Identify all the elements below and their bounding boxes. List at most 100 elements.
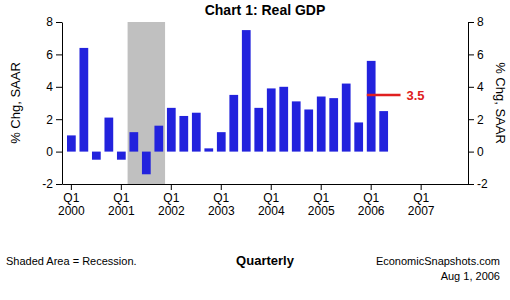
y-axis-title: % Chg, SAAR: [8, 62, 23, 144]
x-axis-line: [63, 184, 469, 185]
y-tick: -2: [42, 177, 62, 191]
bar: [242, 30, 251, 152]
x-tick: Q12004: [258, 184, 285, 218]
x-tick: Q12007: [408, 184, 435, 218]
y-tick: 8: [46, 15, 62, 29]
y-tick-label: 8: [46, 15, 53, 29]
x-tick-label: Q12000: [58, 191, 85, 219]
y-tick-mark: [56, 184, 62, 185]
y-axis-line: [62, 23, 63, 185]
y2-tick-label: 6: [477, 48, 484, 62]
bar: [204, 148, 213, 151]
x-tick: Q12002: [158, 184, 185, 218]
bar: [317, 97, 326, 152]
y2-tick: 8: [468, 15, 484, 29]
y2-tick-label: 4: [477, 80, 484, 94]
x-tick: Q12001: [108, 184, 135, 218]
y2-tick: -2: [468, 177, 488, 191]
recession-shade: [128, 22, 165, 184]
bar: [354, 122, 363, 151]
x-tick-mark: [371, 184, 372, 190]
y-tick: 2: [46, 113, 62, 127]
x-tick: Q12003: [208, 184, 235, 218]
y-tick-label: 0: [46, 145, 53, 159]
x-tick: Q12000: [58, 184, 85, 218]
bar: [292, 101, 301, 151]
y2-tick: 0: [468, 145, 484, 159]
bar: [167, 108, 176, 152]
bar: [254, 108, 263, 152]
y2-axis-title: % Chg, SAAR: [493, 62, 508, 144]
y-tick-label: 6: [46, 48, 53, 62]
y2-tick-mark: [468, 152, 474, 153]
y-tick-mark: [56, 119, 62, 120]
x-tick-label: Q12006: [358, 191, 385, 219]
bar: [79, 48, 88, 152]
x-tick-label: Q12001: [108, 191, 135, 219]
chart: Chart 1: Real GDP 3.5 -2 0 2 4 6 8 -2 0 2 4 6 8 Q12000…: [0, 0, 510, 300]
x-tick-mark: [121, 184, 122, 190]
bar: [179, 116, 188, 152]
x-tick-mark: [421, 184, 422, 190]
y-tick: 4: [46, 80, 62, 94]
annotation-line: [367, 94, 401, 97]
y2-tick: 2: [468, 113, 484, 127]
bar: [379, 111, 388, 152]
bar: [367, 61, 376, 152]
bar: [142, 152, 151, 175]
bar: [129, 132, 138, 151]
plot-area: [67, 22, 401, 184]
x-tick-label: Q12007: [408, 191, 435, 219]
bar: [117, 152, 126, 160]
x-axis-title: Quarterly: [236, 253, 295, 268]
annotation-label: 3.5: [407, 88, 425, 103]
bar: [67, 135, 76, 151]
y2-tick-label: -2: [477, 177, 488, 191]
x-tick: Q12006: [358, 184, 385, 218]
bar: [229, 95, 238, 152]
y2-axis-line: [468, 23, 469, 185]
y-tick: 6: [46, 48, 62, 62]
y2-tick-label: 2: [477, 113, 484, 127]
bar: [92, 152, 101, 160]
x-axis: Q12000 Q12001 Q12002 Q12003 Q12004 Q12005 Q120…: [58, 184, 468, 218]
y2-tick-mark: [468, 54, 474, 55]
x-tick-label: Q12003: [208, 191, 235, 219]
y-tick: 0: [46, 145, 62, 159]
bar: [217, 132, 226, 151]
y-tick-label: 4: [46, 80, 53, 94]
y-tick-mark: [56, 54, 62, 55]
x-tick-mark: [321, 184, 322, 190]
x-tick-mark: [221, 184, 222, 190]
x-tick-mark: [271, 184, 272, 190]
title: Chart 1: Real GDP: [205, 2, 326, 18]
y2-tick-label: 0: [477, 145, 484, 159]
y2-tick-mark: [468, 22, 474, 23]
x-tick: Q12005: [308, 184, 335, 218]
x-tick-label: Q12004: [258, 191, 285, 219]
y2-tick: 4: [468, 80, 484, 94]
source: EconomicSnapshots.com: [376, 255, 500, 267]
bar: [192, 113, 201, 152]
bar: [104, 118, 113, 152]
bar: [329, 98, 338, 151]
y2-tick: 6: [468, 48, 484, 62]
bar: [154, 126, 163, 152]
y-tick-mark: [56, 22, 62, 23]
y2-tick-mark: [468, 119, 474, 120]
y-axis: -2 0 2 4 6 8: [42, 15, 62, 191]
x-tick-mark: [171, 184, 172, 190]
y2-tick-label: 8: [477, 15, 484, 29]
y-tick-label: 2: [46, 113, 53, 127]
bar: [342, 84, 351, 152]
x-tick-label: Q12005: [308, 191, 335, 219]
x-tick-mark: [71, 184, 72, 190]
bar: [267, 88, 276, 151]
bar: [279, 87, 288, 152]
y-tick-mark: [56, 87, 62, 88]
y2-axis: -2 0 2 4 6 8: [468, 15, 488, 191]
y-tick-label: -2: [42, 177, 53, 191]
x-tick-label: Q12002: [158, 191, 185, 219]
y2-tick-mark: [468, 184, 474, 185]
y2-tick-mark: [468, 87, 474, 88]
